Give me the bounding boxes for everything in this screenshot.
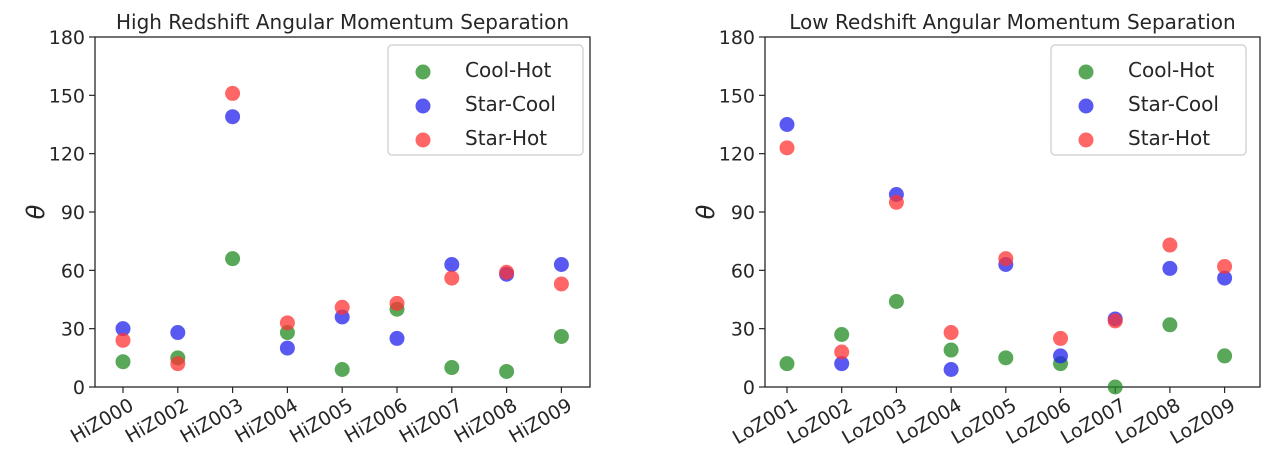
data-point-cool-hot (335, 362, 350, 377)
legend-label: Cool-Hot (465, 58, 551, 82)
data-point-star-cool (280, 341, 295, 356)
data-point-star-cool (780, 117, 795, 132)
data-point-cool-hot (889, 294, 904, 309)
y-tick-label: 90 (731, 202, 755, 224)
y-tick-label: 30 (731, 319, 755, 341)
data-point-cool-hot (116, 354, 131, 369)
y-tick-label: 90 (61, 202, 85, 224)
y-tick-label: 120 (49, 144, 85, 166)
y-axis-label: θ (22, 204, 50, 219)
data-point-star-hot (116, 333, 131, 348)
data-point-cool-hot (499, 364, 514, 379)
data-point-star-hot (225, 86, 240, 101)
legend-label: Star-Cool (1128, 92, 1219, 116)
chart-1: High Redshift Angular Momentum Separatio… (22, 10, 590, 448)
y-tick-label: 180 (719, 27, 755, 49)
data-point-star-cool (390, 331, 405, 346)
data-point-cool-hot (554, 329, 569, 344)
legend-marker (416, 65, 431, 80)
data-point-cool-hot (1162, 317, 1177, 332)
y-tick-label: 180 (49, 27, 85, 49)
y-tick-label: 150 (719, 85, 755, 107)
data-point-star-hot (780, 140, 795, 155)
y-tick-label: 120 (719, 144, 755, 166)
chart-2: Low Redshift Angular Momentum Separation… (692, 10, 1260, 449)
data-point-star-hot (444, 271, 459, 286)
data-point-star-hot (170, 356, 185, 371)
data-point-cool-hot (1217, 348, 1232, 363)
data-point-cool-hot (834, 327, 849, 342)
data-point-star-hot (1053, 331, 1068, 346)
data-point-star-cool (170, 325, 185, 340)
data-point-star-hot (335, 300, 350, 315)
y-axis-label: θ (692, 204, 720, 219)
legend-marker (416, 99, 431, 114)
y-tick-label: 60 (61, 260, 85, 282)
legend-marker (1079, 99, 1094, 114)
legend: Cool-Hot Star-Cool Star-Hot (388, 45, 583, 155)
y-tick-label: 0 (73, 377, 85, 399)
data-point-cool-hot (225, 251, 240, 266)
data-point-cool-hot (1108, 380, 1123, 395)
x-tick-label: HiZ009 (505, 394, 576, 447)
legend-label: Cool-Hot (1128, 58, 1214, 82)
data-point-star-cool (444, 257, 459, 272)
data-point-star-hot (1162, 238, 1177, 253)
data-point-star-hot (889, 195, 904, 210)
data-point-star-hot (998, 251, 1013, 266)
y-tick-label: 150 (49, 85, 85, 107)
data-point-star-hot (1108, 313, 1123, 328)
legend-label: Star-Hot (465, 126, 547, 150)
legend-label: Star-Cool (465, 92, 556, 116)
data-point-cool-hot (444, 360, 459, 375)
data-point-star-hot (834, 345, 849, 360)
data-point-star-hot (944, 325, 959, 340)
y-tick-label: 60 (731, 260, 755, 282)
data-point-star-cool (1053, 348, 1068, 363)
data-point-star-cool (225, 109, 240, 124)
data-point-star-hot (499, 265, 514, 280)
legend-label: Star-Hot (1128, 126, 1210, 150)
data-point-star-cool (944, 362, 959, 377)
chart-title: High Redshift Angular Momentum Separatio… (116, 10, 569, 34)
legend-marker (1079, 133, 1094, 148)
data-point-cool-hot (998, 350, 1013, 365)
data-point-star-hot (1217, 259, 1232, 274)
data-point-star-hot (280, 315, 295, 330)
legend-marker (1079, 65, 1094, 80)
data-point-star-cool (554, 257, 569, 272)
y-tick-label: 0 (743, 377, 755, 399)
chart-title: Low Redshift Angular Momentum Separation (789, 10, 1235, 34)
data-point-star-hot (390, 296, 405, 311)
y-tick-label: 30 (61, 319, 85, 341)
legend-marker (416, 133, 431, 148)
data-point-star-hot (554, 276, 569, 291)
data-point-cool-hot (944, 343, 959, 358)
data-point-cool-hot (780, 356, 795, 371)
legend: Cool-Hot Star-Cool Star-Hot (1051, 45, 1246, 155)
data-point-star-cool (1162, 261, 1177, 276)
